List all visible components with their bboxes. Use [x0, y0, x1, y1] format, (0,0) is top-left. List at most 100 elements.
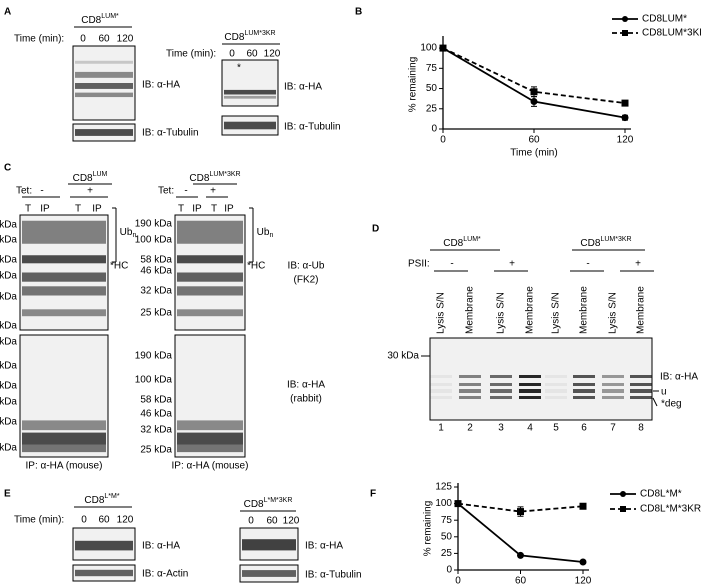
title-sup: LUM*3KR	[600, 236, 631, 243]
band	[459, 396, 481, 399]
title-base: CD8	[224, 32, 244, 43]
sign: -	[40, 186, 43, 197]
time: 120	[117, 34, 134, 45]
panel-letter: B	[355, 7, 362, 18]
label: IB: α-HA	[142, 541, 180, 552]
x-tick-label: 120	[617, 135, 634, 146]
title-sub: n	[132, 232, 136, 239]
lane: T	[211, 204, 217, 215]
x-axis-label: Time (min)	[510, 148, 557, 159]
band	[490, 383, 512, 386]
title-sup: LUM*	[463, 236, 481, 243]
band	[545, 383, 567, 386]
lane: IP	[40, 204, 50, 215]
time: 60	[246, 49, 258, 60]
label: IB: α-HA	[660, 372, 698, 383]
blot	[221, 59, 279, 107]
sign: -	[184, 186, 187, 197]
band	[459, 383, 481, 386]
band	[519, 383, 541, 386]
time-label: Time (min):	[166, 49, 216, 60]
y-tick-label: 0	[446, 565, 452, 576]
time: 60	[98, 515, 110, 526]
title: CD8L*M*3KR	[244, 497, 293, 510]
point	[621, 99, 629, 107]
band	[490, 396, 512, 399]
lane: Membrane	[579, 286, 590, 334]
sign: +	[210, 186, 216, 197]
band	[224, 121, 276, 130]
mw-marker: 46 kDa	[140, 409, 172, 420]
band	[75, 83, 133, 89]
band	[459, 389, 481, 393]
time: 120	[264, 49, 281, 60]
lane: Lysis S/N	[551, 292, 562, 334]
time: 0	[248, 516, 254, 527]
title: CD8LUM*	[81, 13, 119, 26]
band	[545, 389, 567, 393]
lane-number: 8	[638, 423, 644, 434]
point	[621, 114, 629, 122]
x-tick-label: 60	[515, 576, 527, 586]
lane-number: 5	[553, 423, 559, 434]
band	[177, 420, 243, 431]
title-base: CD8	[81, 15, 101, 26]
title: CD8LUM	[73, 171, 108, 184]
title-base: CD8	[244, 499, 264, 510]
title: CD8LUM*	[443, 236, 481, 249]
y-tick-label: 50	[426, 83, 438, 94]
band	[75, 71, 133, 78]
y-tick-label: 75	[426, 63, 438, 74]
mw-marker: 25 kDa	[0, 321, 17, 332]
point	[530, 88, 538, 96]
legend-label: CD8L*M*3KR	[640, 504, 701, 515]
label: IB: α-Tubulin	[142, 128, 199, 139]
title-sup: L*M*	[104, 493, 119, 500]
lane: T	[75, 204, 81, 215]
asterisk: *	[237, 63, 241, 74]
band	[630, 396, 652, 399]
label: IB: α-Tubulin	[305, 570, 362, 581]
lane-number: 6	[581, 423, 587, 434]
legend-label: CD8LUM*3KR	[642, 28, 701, 39]
band	[573, 396, 595, 399]
title-sup: LUM*3KR	[209, 171, 240, 178]
mw-marker: 58 kDa	[140, 255, 172, 266]
mw-marker: 190 kDa	[0, 220, 17, 231]
band	[519, 389, 541, 393]
lane: IP	[92, 204, 102, 215]
sign: +	[509, 259, 515, 270]
lane-number: 4	[527, 423, 533, 434]
title-base: CD8	[580, 238, 600, 249]
band	[22, 255, 106, 264]
sign: -	[450, 259, 453, 270]
band	[22, 420, 106, 431]
band	[22, 432, 106, 445]
y-tick-label: 100	[420, 43, 437, 54]
time: 120	[283, 516, 300, 527]
band	[630, 389, 652, 393]
mw-marker: 32 kDa	[0, 292, 17, 303]
band	[22, 444, 106, 453]
band	[242, 539, 296, 551]
title-base: Ub	[120, 227, 133, 238]
lane-number: 3	[498, 423, 504, 434]
point	[454, 500, 462, 508]
band	[75, 60, 133, 64]
title-sub: n	[269, 232, 273, 239]
band	[75, 92, 133, 98]
tet-label: Tet:	[158, 186, 174, 197]
x-tick-label: 0	[440, 135, 446, 146]
title-sup: L*M*3KR	[264, 497, 293, 504]
time: 60	[98, 34, 110, 45]
band	[630, 375, 652, 378]
legend-marker	[620, 491, 626, 497]
time-label: Time (min):	[14, 515, 64, 526]
band	[22, 220, 106, 244]
title: CD8L*M*	[84, 493, 119, 506]
band	[545, 396, 567, 399]
time: 0	[80, 34, 86, 45]
band	[177, 272, 243, 282]
lane: T	[178, 204, 184, 215]
